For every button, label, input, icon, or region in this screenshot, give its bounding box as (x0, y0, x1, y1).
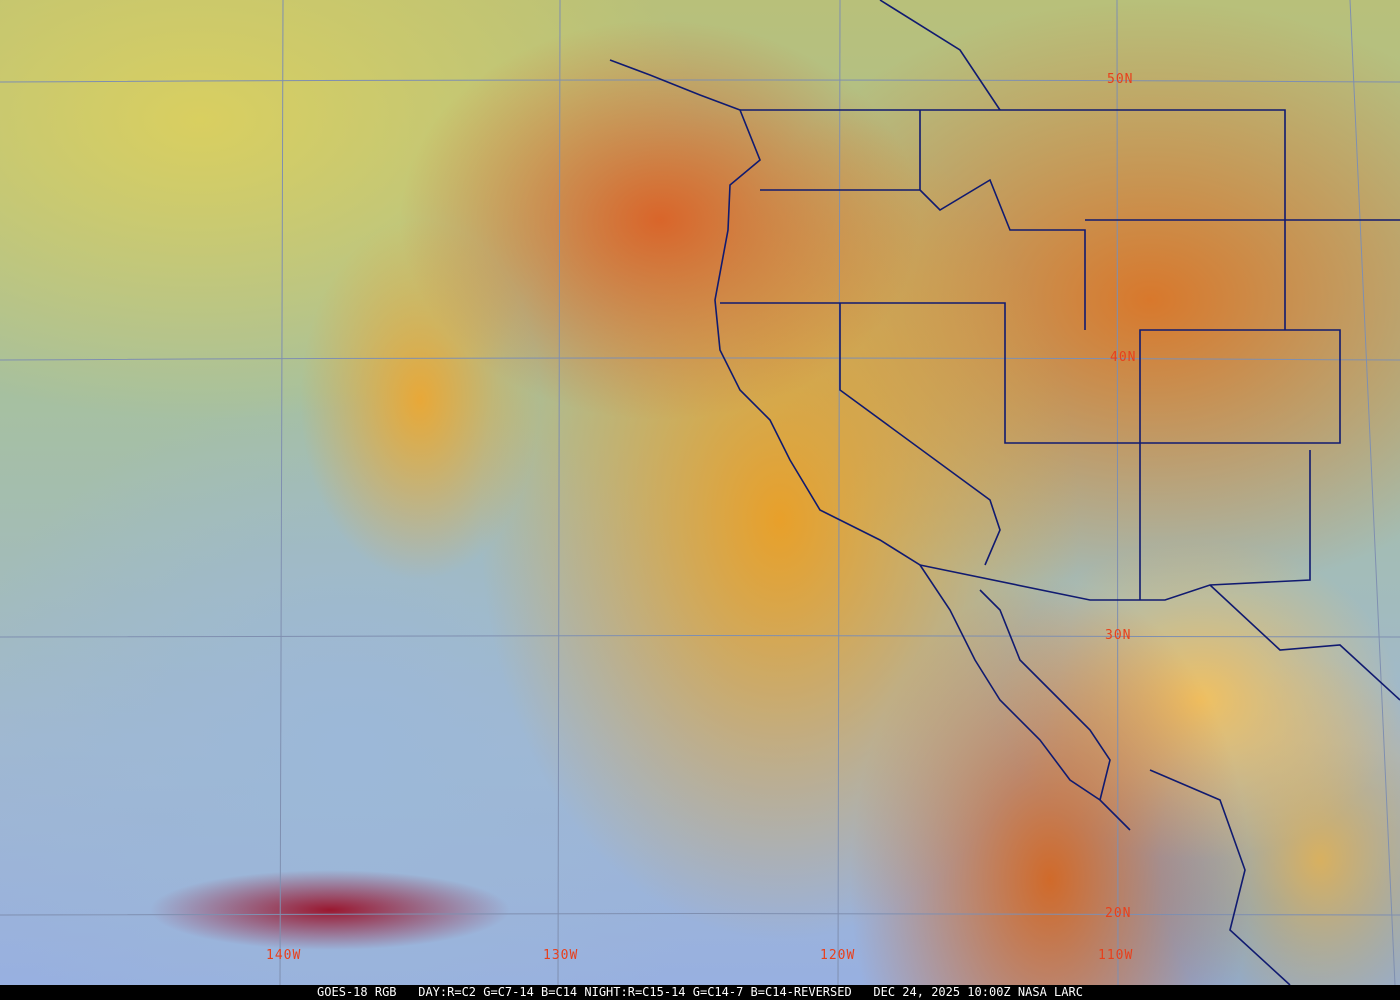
us-canada-border (740, 109, 1400, 221)
timestamp: DEC 24, 2025 10:00Z (873, 985, 1011, 999)
lat-label-30n: 30N (1105, 628, 1132, 643)
source: NASA LARC (1017, 985, 1083, 999)
interior-borders (760, 110, 1286, 330)
gridline-50n (0, 79, 1400, 83)
lon-label-120w: 120W (820, 948, 856, 963)
lat-label-40n: 40N (1110, 350, 1137, 365)
satellite-name: GOES-18 RGB (317, 985, 397, 999)
gridline-130w (557, 0, 561, 985)
lon-label-130w: 130W (543, 948, 579, 963)
gridline-30n (0, 635, 1400, 638)
gridline-40n (0, 357, 1400, 361)
gridline-110w (1116, 0, 1119, 985)
product-description: DAY:R=C2 G=C7-14 B=C14 NIGHT:R=C15-14 G=… (418, 985, 852, 999)
bc-alberta-border (879, 0, 1001, 111)
mexico-west-coast (1149, 769, 1291, 985)
lat-label-20n: 20N (1105, 906, 1132, 921)
gridline-140w (279, 0, 284, 985)
gridline-120w (837, 0, 841, 985)
rio-grande (1209, 584, 1400, 701)
ca-nv-border (839, 303, 1001, 566)
gridline-100w (1349, 0, 1396, 985)
lon-label-140w: 140W (266, 948, 302, 963)
state-borders (720, 302, 1341, 600)
coastlines-borders (609, 0, 1400, 985)
us-west-coast (609, 59, 1131, 831)
gridline-20n (0, 913, 1400, 916)
us-mexico-border (919, 450, 1311, 601)
gulf-of-california (979, 589, 1111, 801)
image-caption: GOES-18 RGB DAY:R=C2 G=C7-14 B=C14 NIGHT… (0, 985, 1400, 1000)
lon-label-110w: 110W (1098, 948, 1134, 963)
lat-label-50n: 50N (1107, 72, 1134, 87)
